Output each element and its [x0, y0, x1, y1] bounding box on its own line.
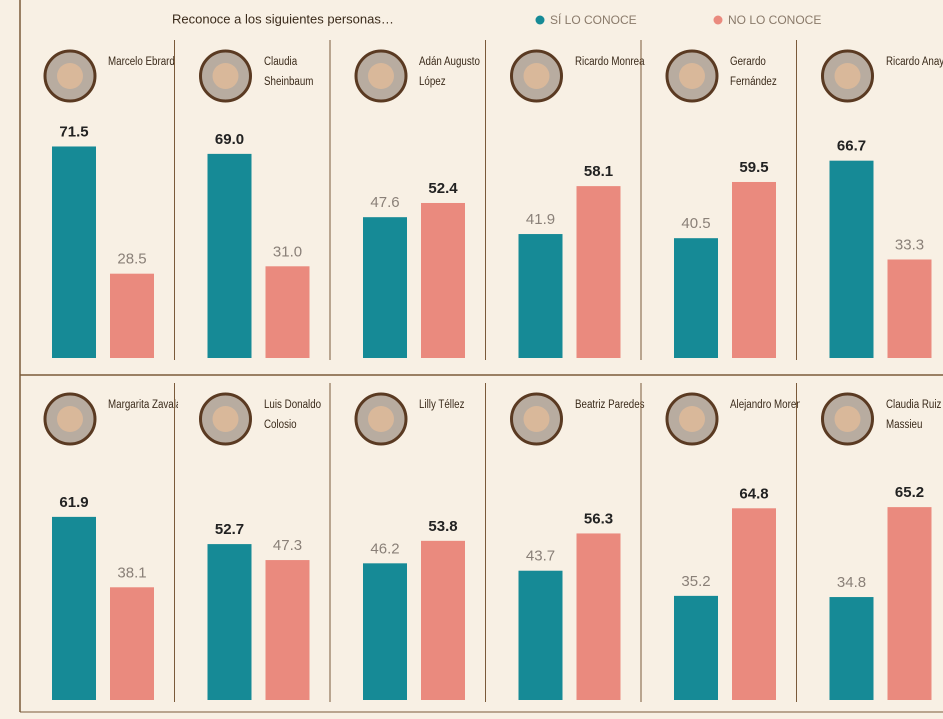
chart: Reconoce a los siguientes personas… SÍ L… [0, 0, 943, 719]
value-label: 66.7 [837, 138, 866, 155]
person-name-box: Ricardo Anaya [886, 52, 943, 116]
person-name-box: Marcelo Ebrard [108, 52, 178, 116]
person-name: Claudia Ruiz Massieu [886, 395, 943, 435]
person-name: Alejandro Moreno [730, 395, 800, 415]
bar [266, 560, 310, 700]
value-label: 52.4 [428, 180, 458, 197]
person-name: Adán Augusto López [419, 52, 489, 92]
value-label: 33.3 [895, 236, 924, 253]
person-name: Claudia Sheinbaum [264, 52, 334, 92]
value-label: 64.8 [739, 485, 768, 502]
person-name-box: Beatriz Paredes [575, 395, 645, 459]
avatar-face [57, 63, 83, 89]
avatar-face [524, 63, 550, 89]
value-label: 31.0 [273, 243, 302, 260]
person-name: Luis Donaldo Colosio [264, 395, 334, 435]
value-label: 59.5 [739, 159, 768, 176]
bar [674, 596, 718, 700]
person-name: Gerardo Fernández [730, 52, 800, 92]
bar [110, 587, 154, 700]
value-label: 71.5 [59, 123, 88, 140]
value-label: 69.0 [215, 131, 244, 148]
person-name: Margarita Zavala [108, 395, 178, 415]
bar [577, 186, 621, 358]
legend-label: NO LO CONOCE [728, 13, 821, 27]
bar [208, 544, 252, 700]
avatar-face [524, 406, 550, 432]
legend-label: SÍ LO CONOCE [550, 12, 637, 27]
value-label: 53.8 [428, 518, 457, 535]
value-label: 47.6 [370, 194, 399, 211]
bar [732, 182, 776, 358]
value-label: 40.5 [681, 215, 710, 232]
person-name-box: Margarita Zavala [108, 395, 178, 459]
bar [830, 161, 874, 358]
person-name: Ricardo Anaya [886, 52, 943, 72]
avatar-face [835, 63, 861, 89]
value-label: 56.3 [584, 510, 613, 527]
value-label: 47.3 [273, 537, 302, 554]
avatar-face [213, 63, 239, 89]
avatar-face [368, 406, 394, 432]
avatar-face [679, 406, 705, 432]
value-label: 43.7 [526, 548, 555, 565]
legend-swatch [536, 16, 545, 25]
bar [830, 597, 874, 700]
value-label: 35.2 [681, 573, 710, 590]
person-name-box: Ricardo Monreal [575, 52, 645, 116]
person-name: Beatriz Paredes [575, 395, 645, 415]
person-name: Marcelo Ebrard [108, 52, 178, 72]
value-label: 58.1 [584, 163, 613, 180]
person-name-box: Adán Augusto López [419, 52, 489, 116]
person-name: Ricardo Monreal [575, 52, 645, 72]
person-name-box: Alejandro Moreno [730, 395, 800, 459]
avatar-face [213, 406, 239, 432]
value-label: 38.1 [117, 564, 146, 581]
bar [52, 517, 96, 700]
value-label: 28.5 [117, 251, 146, 268]
value-label: 61.9 [59, 494, 88, 511]
bar [519, 234, 563, 358]
chart-title: Reconoce a los siguientes personas… [172, 11, 394, 26]
bar [208, 154, 252, 358]
bar [421, 541, 465, 700]
bar [110, 274, 154, 358]
person-name-box: Lilly Téllez [419, 395, 489, 459]
person-name: Lilly Téllez [419, 395, 489, 415]
value-label: 52.7 [215, 521, 244, 538]
bar [363, 217, 407, 358]
bar [674, 238, 718, 358]
bar [266, 266, 310, 358]
bar [888, 259, 932, 358]
bar [519, 571, 563, 700]
person-name-box: Gerardo Fernández [730, 52, 800, 116]
bar [52, 146, 96, 358]
avatar-face [57, 406, 83, 432]
bar [363, 563, 407, 700]
person-name-box: Claudia Sheinbaum [264, 52, 334, 116]
bar [732, 508, 776, 700]
person-name-box: Luis Donaldo Colosio [264, 395, 334, 459]
avatar-face [835, 406, 861, 432]
value-label: 41.9 [526, 211, 555, 228]
value-label: 46.2 [370, 540, 399, 557]
bar [577, 533, 621, 700]
avatar-face [368, 63, 394, 89]
value-label: 34.8 [837, 574, 866, 591]
person-name-box: Claudia Ruiz Massieu [886, 395, 943, 459]
avatar-face [679, 63, 705, 89]
bar [888, 507, 932, 700]
value-label: 65.2 [895, 484, 924, 501]
legend-swatch [714, 16, 723, 25]
bar [421, 203, 465, 358]
